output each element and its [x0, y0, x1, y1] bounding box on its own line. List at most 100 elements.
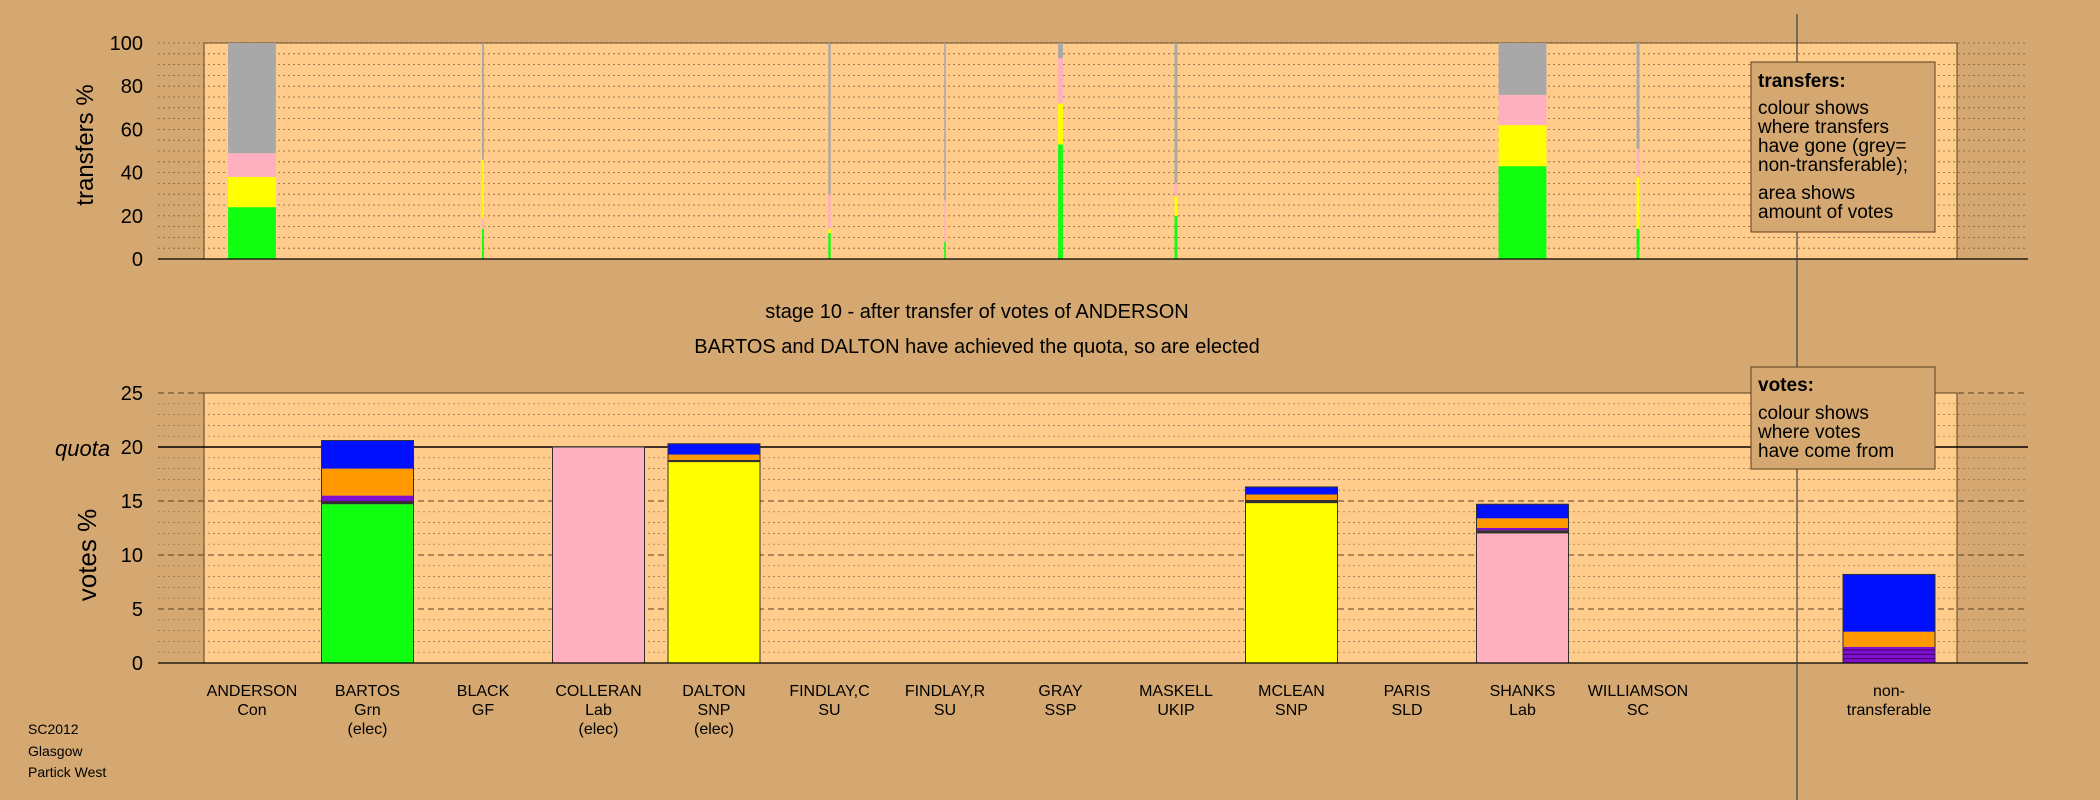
votes-tick-label: 0 [132, 653, 143, 675]
votes-bar-segment [1476, 518, 1569, 528]
transfers-bar-segment [1058, 144, 1063, 259]
transfers-tick-label: 40 [121, 163, 143, 185]
transfers-tick-label: 60 [121, 119, 143, 141]
candidate-label: GRAY [1038, 683, 1082, 700]
votes-bar-segment [321, 501, 414, 505]
votes-legend-line: have come from [1758, 441, 1894, 462]
votes-legend-line: colour shows [1758, 403, 1869, 424]
candidate-label: GF [472, 702, 494, 719]
votes-ylabel: votes % [72, 509, 102, 602]
transfers-bar-segment [1636, 148, 1640, 177]
nontransferable-label: transferable [1847, 702, 1932, 719]
candidate-label: Grn [354, 702, 381, 719]
transfers-bar-segment [1058, 58, 1063, 104]
nontransferable-label: non- [1873, 683, 1905, 700]
candidate-label: ANDERSON [207, 683, 298, 700]
votes-bar-segment [1245, 503, 1338, 663]
votes-bar-segment [1476, 530, 1569, 534]
candidate-label: PARIS [1384, 683, 1431, 700]
transfers-bar-segment [482, 228, 484, 259]
stage-subtitle: BARTOS and DALTON have achieved the quot… [694, 336, 1260, 358]
transfers-bar-segment [828, 233, 831, 259]
candidate-label: SNP [1275, 702, 1308, 719]
transfers-bar-segment [828, 228, 831, 234]
footer-line3: Partick West [28, 764, 106, 780]
votes-tick-label: 15 [121, 491, 143, 513]
transfers-tick-label: 20 [121, 206, 143, 228]
transfers-bar-segment [1174, 196, 1178, 216]
transfers-tick-label: 100 [110, 33, 143, 55]
transfers-bar-segment [1498, 94, 1547, 126]
transfers-bar-segment [482, 159, 484, 218]
transfers-legend-line: area shows [1758, 183, 1855, 204]
votes-legend-line: where votes [1757, 422, 1860, 443]
candidate-label: DALTON [682, 683, 745, 700]
votes-bar-segment [552, 447, 645, 663]
votes-bar-segment [668, 459, 760, 463]
votes-bar-segment [1476, 533, 1569, 663]
votes-bar-segment [668, 454, 760, 460]
candidate-label: SU [934, 702, 956, 719]
transfers-bar-segment [1498, 166, 1547, 259]
transfers-legend-line: where transfers [1757, 117, 1889, 138]
nontransferable-bar-segment [1843, 646, 1935, 663]
candidate-label: SU [818, 702, 840, 719]
votes-bar-segment [668, 462, 760, 663]
candidate-label: (elec) [694, 721, 734, 738]
votes-legend-title: votes: [1758, 375, 1814, 396]
nontransferable-bar-segment [1843, 631, 1935, 647]
votes-bar-segment [1245, 494, 1338, 500]
transfers-bar-segment [228, 176, 276, 208]
candidate-label: COLLERAN [555, 683, 641, 700]
candidate-label: SC [1627, 702, 1649, 719]
transfers-bar-segment [228, 153, 276, 177]
candidate-label: SHANKS [1490, 683, 1556, 700]
transfers-bar-segment [1498, 125, 1547, 167]
votes-bar-segment [1245, 499, 1338, 504]
quota-label: quota [55, 436, 110, 461]
transfers-bar-segment [1174, 43, 1178, 184]
transfers-bar-segment [1058, 103, 1063, 145]
transfers-bar-segment [944, 43, 946, 201]
candidate-label: (elec) [347, 721, 387, 738]
transfers-bar-segment [228, 207, 276, 259]
votes-bar-segment [321, 440, 414, 469]
votes-bar-segment [321, 468, 414, 494]
votes-bar-segment [321, 493, 414, 496]
transfers-bar-segment [1058, 43, 1063, 59]
nontransferable-bar-segment [1843, 574, 1935, 632]
candidate-label: MCLEAN [1258, 683, 1325, 700]
candidate-label: (elec) [578, 721, 618, 738]
transfers-bar-segment [1636, 43, 1640, 149]
votes-tick-label: 10 [121, 545, 143, 567]
candidate-label: SSP [1044, 702, 1076, 719]
transfers-bar-segment [1174, 183, 1178, 197]
candidate-label: BLACK [457, 683, 510, 700]
candidate-label: BARTOS [335, 683, 400, 700]
candidate-label: UKIP [1157, 702, 1194, 719]
transfers-bar-segment [828, 43, 831, 195]
candidate-label: SNP [698, 702, 731, 719]
transfers-bar-segment [1636, 228, 1640, 259]
transfers-ylabel: transfers % [72, 84, 99, 205]
transfers-tick-label: 80 [121, 76, 143, 98]
votes-bar-segment [1476, 504, 1569, 519]
transfers-bar-segment [1636, 176, 1640, 229]
votes-tick-label: 5 [132, 599, 143, 621]
votes-legend: votes: colour shows where votes have com… [1750, 366, 1936, 470]
votes-tick-label: 25 [121, 383, 143, 405]
transfers-tick-label: 0 [132, 249, 143, 271]
footer-line2: Glasgow [28, 743, 83, 759]
transfers-legend-line: colour shows [1758, 98, 1869, 119]
candidate-label: Lab [585, 702, 612, 719]
candidate-label: FINDLAY,C [789, 683, 869, 700]
transfers-bar-segment [228, 43, 276, 154]
candidate-label: MASKELL [1139, 683, 1213, 700]
votes-bar-segment [668, 443, 760, 455]
votes-bar-segment [321, 495, 414, 501]
transfers-legend-title: transfers: [1758, 71, 1846, 92]
transfers-bar-segment [944, 200, 946, 242]
transfers-legend: transfers: colour shows where transfers … [1750, 61, 1936, 233]
transfers-legend-line: have gone (grey= [1758, 136, 1906, 157]
